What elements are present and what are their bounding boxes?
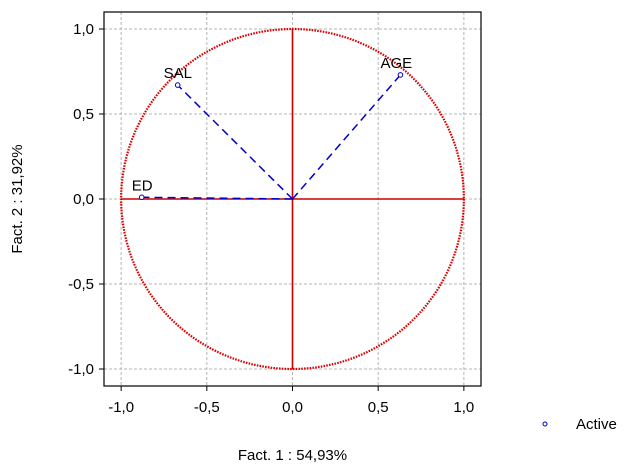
x-axis-title: Fact. 1 : 54,93% (238, 447, 347, 464)
point-ed (138, 194, 145, 201)
variable-points: SAL AGE ED (132, 55, 412, 201)
tick-marks (99, 28, 465, 391)
y-tick-label-0: 1,0 (73, 21, 94, 38)
y-axis-title: Fact. 2 : 31,92% (9, 144, 26, 253)
y-tick-label-3: -0,5 (68, 276, 94, 293)
y-tick-label-4: -1,0 (68, 361, 94, 378)
x-tick-label-3: 0,5 (368, 399, 389, 416)
point-label-sal: SAL (164, 65, 192, 82)
y-tick-label-1: 0,5 (73, 106, 94, 123)
legend: Active (542, 416, 617, 433)
x-tick-label-0: -1,0 (108, 399, 134, 416)
legend-marker (542, 421, 548, 427)
point-age (397, 72, 404, 78)
legend-label: Active (576, 416, 617, 433)
x-tick-label-2: 0,0 (282, 399, 303, 416)
point-sal (174, 82, 181, 88)
vector-age (291, 74, 402, 200)
x-tick-label-4: 1,0 (453, 399, 474, 416)
tick-labels: -1,0 -0,5 0,0 0,5 1,0 1,0 0,5 0,0 -0,5 -1,0 (68, 21, 474, 416)
x-tick-label-1: -0,5 (194, 399, 220, 416)
point-label-ed: ED (132, 177, 153, 194)
variable-vectors (141, 74, 402, 200)
point-label-age: AGE (380, 55, 412, 72)
vector-sal (177, 84, 294, 200)
y-tick-label-2: 0,0 (73, 191, 94, 208)
